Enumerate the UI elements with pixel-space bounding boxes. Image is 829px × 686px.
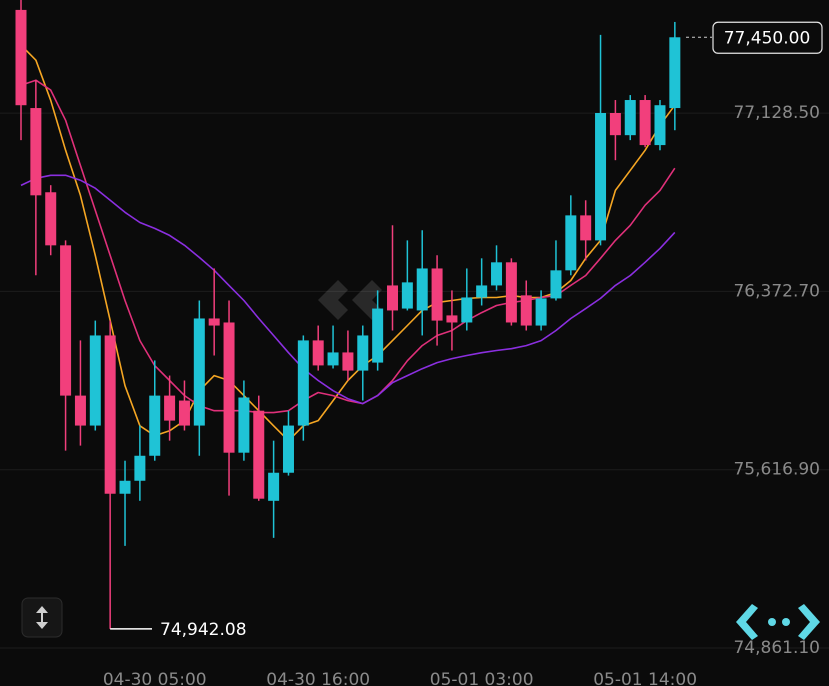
y-tick-label: 75,616.90 bbox=[733, 460, 820, 480]
candle-body bbox=[119, 480, 131, 494]
labels: 77,128.50 76,372.70 75,616.90 74,861.10 04-3… bbox=[103, 21, 823, 686]
axis-toggle-button[interactable] bbox=[21, 597, 63, 638]
candle-body bbox=[178, 400, 190, 426]
candle-body bbox=[416, 268, 428, 311]
candle-body bbox=[505, 262, 517, 323]
candle-body bbox=[268, 472, 280, 501]
button-icon bbox=[36, 606, 48, 629]
candle-body bbox=[193, 318, 205, 426]
candle-body bbox=[74, 395, 86, 426]
candle-body bbox=[535, 298, 547, 326]
candle-body bbox=[223, 322, 235, 453]
candle-body bbox=[327, 352, 339, 366]
candle-body bbox=[387, 285, 398, 311]
moving-average-line bbox=[20, 79, 676, 414]
candle-body bbox=[208, 318, 220, 326]
candle-body bbox=[104, 335, 116, 494]
watermark-shape bbox=[318, 280, 348, 320]
candle-body bbox=[253, 410, 265, 499]
y-tick-label: 76,372.70 bbox=[733, 281, 820, 301]
candle-body bbox=[595, 112, 607, 241]
candle-body bbox=[357, 335, 369, 371]
y-tick-label: 77,128.50 bbox=[733, 103, 820, 123]
x-tick-label: 04-30 05:00 bbox=[103, 670, 207, 686]
logo-dot bbox=[782, 618, 790, 626]
candle-body bbox=[639, 100, 651, 146]
candle-body bbox=[149, 395, 161, 456]
candle-body bbox=[609, 112, 621, 136]
last-price-label: 77,450.00 bbox=[724, 28, 811, 48]
candles bbox=[15, 0, 681, 629]
candle-body bbox=[15, 9, 27, 106]
candle-body bbox=[446, 315, 458, 323]
candle-body bbox=[30, 108, 42, 196]
candle-body bbox=[372, 308, 384, 363]
candle-body bbox=[297, 340, 309, 426]
x-tick-label: 05-01 03:00 bbox=[430, 670, 534, 686]
candle-body bbox=[550, 270, 562, 299]
moving-average-line bbox=[20, 174, 676, 405]
brand-logo bbox=[736, 604, 820, 640]
low-marker-label: 74,942.08 bbox=[160, 620, 247, 640]
logo-chevron bbox=[798, 604, 820, 640]
candle-body bbox=[282, 425, 294, 473]
candle-body bbox=[401, 282, 413, 309]
candle-body bbox=[461, 297, 473, 323]
logo-dot bbox=[768, 618, 776, 626]
candle-body bbox=[45, 192, 57, 246]
candle-body bbox=[520, 295, 532, 326]
candle-body bbox=[476, 285, 488, 298]
y-tick-label: 74,861.10 bbox=[733, 638, 820, 658]
x-tick-label: 04-30 16:00 bbox=[266, 670, 370, 686]
logo-chevron bbox=[736, 604, 758, 640]
candle-body bbox=[89, 335, 101, 426]
button-icon bbox=[41, 612, 43, 623]
candle-body bbox=[431, 268, 443, 321]
candle-body bbox=[669, 37, 681, 109]
candle-body bbox=[624, 100, 636, 136]
candle-body bbox=[565, 215, 577, 271]
last-price-box bbox=[712, 21, 823, 54]
candle-body bbox=[342, 352, 354, 371]
candle-body bbox=[60, 245, 72, 396]
candle-body bbox=[491, 262, 503, 286]
candle-body bbox=[312, 340, 324, 366]
candle-body bbox=[238, 397, 250, 453]
x-tick-label: 05-01 14:00 bbox=[593, 670, 697, 686]
candle-body bbox=[134, 455, 146, 481]
candle-body bbox=[654, 105, 666, 146]
candle-body bbox=[580, 215, 592, 241]
candle-body bbox=[164, 395, 176, 421]
